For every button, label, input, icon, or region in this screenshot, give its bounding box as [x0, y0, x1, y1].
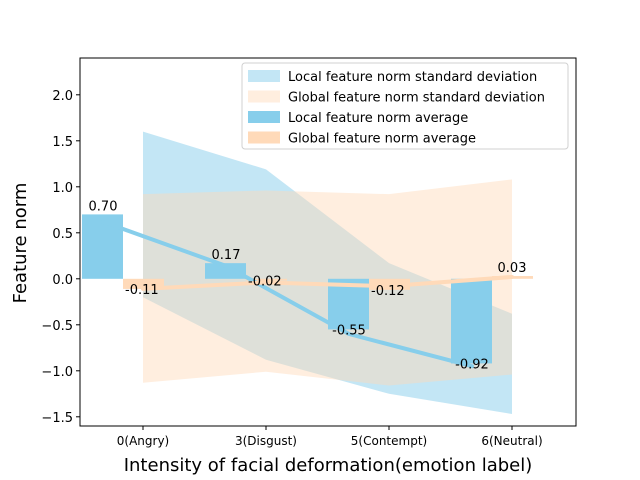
x-tick-label: 5(Contempt)	[351, 434, 427, 448]
legend-box	[241, 62, 569, 150]
legend-label-2: Local feature norm average	[288, 111, 468, 126]
legend-label-3: Global feature norm average	[288, 132, 476, 147]
local-bar-3	[451, 278, 492, 364]
y-tick-label: 0.5	[52, 227, 73, 242]
global-bar-1	[246, 278, 287, 281]
y-tick-label: 1.0	[52, 181, 73, 196]
local-trend-line	[101, 219, 474, 369]
local-value-label-1: 0.17	[212, 248, 241, 263]
x-tick-label: 0(Angry)	[117, 434, 169, 448]
global-value-label-3: 0.03	[498, 261, 527, 276]
x-tick-label: 6(Neutral)	[481, 434, 542, 448]
x-axis: 0(Angry) 3(Disgust) 5(Contempt) 6(Neutral)	[117, 426, 543, 448]
y-tick-label: −0.5	[41, 319, 73, 334]
x-tick-label: 3(Disgust)	[235, 434, 297, 448]
legend-label-0: Local feature norm standard deviation	[288, 70, 537, 85]
local-bar-0	[82, 214, 123, 279]
local-bar-1	[205, 263, 246, 279]
x-axis-title: Intensity of facial deformation(emotion …	[124, 455, 533, 476]
local-std-band	[143, 131, 512, 415]
y-tick-label: −1.5	[41, 411, 73, 426]
local-value-label-3: -0.92	[455, 357, 489, 372]
global-value-label-1: -0.02	[248, 275, 282, 290]
y-axis-title: Feature norm	[10, 183, 31, 304]
local-value-label-2: -0.55	[332, 323, 366, 338]
local-value-label-0: 0.70	[89, 199, 118, 214]
legend-label-1: Global feature norm standard deviation	[288, 91, 545, 106]
legend-swatch-1	[248, 90, 280, 103]
legend-swatch-3	[248, 131, 280, 144]
y-axis: −1.5 −1.0 −0.5 0.0 0.5 1.0 1.5 2.0	[41, 89, 80, 426]
legend-swatch-2	[248, 111, 280, 123]
global-bar-0	[123, 278, 164, 289]
y-tick-label: 1.5	[52, 135, 73, 150]
y-tick-label: −1.0	[41, 365, 73, 380]
global-value-label-0: -0.11	[125, 283, 159, 298]
trend-lines-layer	[101, 219, 514, 369]
y-tick-label: 0.0	[52, 273, 73, 288]
plot-frame	[79, 57, 577, 427]
legend-swatch-0	[248, 70, 280, 82]
data-labels-layer: 0.70 0.17 -0.55 -0.92 -0.11 -0.02 -0.12 0.03	[89, 199, 527, 372]
legend: Local feature norm standard deviation Glo…	[241, 62, 569, 150]
global-value-label-2: -0.12	[371, 284, 405, 299]
y-tick-label: 2.0	[52, 89, 73, 104]
global-trend-line	[141, 274, 514, 291]
